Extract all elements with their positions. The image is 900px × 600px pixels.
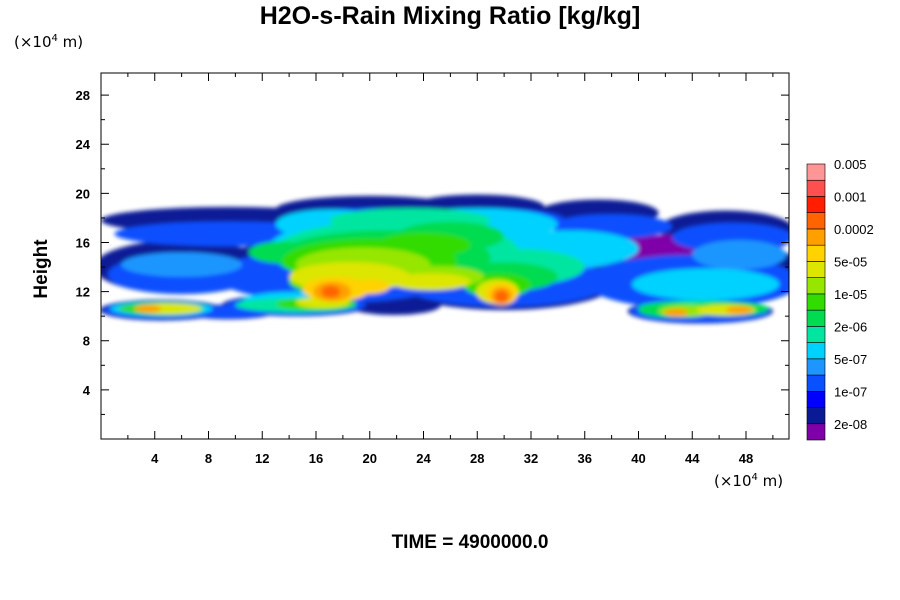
field-blob [692,240,787,270]
colorbar-label: 2e-06 [834,319,867,334]
colorbar-label: 2e-08 [834,417,867,432]
y-tick-label: 12 [76,285,90,300]
colorbar-swatch [806,326,826,343]
colorbar-swatch [806,163,826,181]
colorbar-label: 0.001 [834,189,867,204]
colorbar-swatch [806,293,826,311]
x-tick-label: 48 [739,451,753,466]
field-blob [389,273,471,291]
colorbar-swatch [806,212,826,230]
x-tick-label: 4 [151,451,159,466]
x-unit-label: (×104 m) [714,472,784,490]
colorbar-swatch [806,244,826,262]
x-tick-label: 24 [416,451,431,466]
plot-frame [100,72,790,440]
colorbar-swatch [806,342,826,360]
y-tick-label: 8 [83,334,90,349]
time-label: TIME = 4900000.0 [391,532,549,553]
colorbar-swatch [806,407,826,425]
y-unit-label: (×104 m) [14,33,84,51]
field-blob [631,268,780,301]
colorbar-swatch [806,196,826,214]
colorbar-swatch [806,358,826,376]
y-tick-label: 16 [76,235,90,250]
colorbar-swatch [806,374,826,392]
heatmap-field [101,194,789,324]
field-layers [101,194,789,324]
field-blob [494,290,509,303]
x-tick-label: 8 [205,451,212,466]
colorbar-label: 5e-07 [834,352,867,367]
x-tick-label: 44 [685,451,700,466]
x-tick-label: 16 [309,451,323,466]
field-blob [349,279,390,295]
field-blob [664,308,689,317]
x-tick-label: 36 [578,451,592,466]
x-tick-label: 32 [524,451,538,466]
y-tick-label: 4 [83,383,91,398]
colorbar: 2e-08 1e-07 5e-07 2e-06 1e-05 5e-05 0.0002 0.00… [806,157,874,441]
y-tick-label: 20 [76,186,90,201]
colorbar-label: 0.005 [834,157,867,172]
colorbar-swatch [806,309,826,327]
colorbar-swatch [806,277,826,295]
x-tick-label: 28 [470,451,484,466]
colorbar-swatch [806,390,826,408]
x-tick-label: 12 [255,451,269,466]
chart-title: H2O-s-Rain Mixing Ratio [kg/kg] [259,2,641,30]
colorbar-swatch [806,179,826,197]
colorbar-swatch [806,228,826,246]
x-tick-label: 20 [363,451,377,466]
colorbar-label: 0.0002 [834,222,874,237]
field-blob [134,305,162,313]
x-tick-label: 40 [631,451,645,466]
field-blob [121,252,243,277]
colorbar-swatch [806,261,826,278]
y-tick-label: 24 [76,137,91,152]
colorbar-label: 5e-05 [834,254,867,269]
y-tick-label: 28 [76,88,90,103]
colorbar-label: 1e-07 [834,384,867,399]
field-blob [321,285,341,298]
colorbar-label: 1e-05 [834,287,867,302]
field-blob [725,306,753,314]
colorbar-swatch [806,423,826,441]
